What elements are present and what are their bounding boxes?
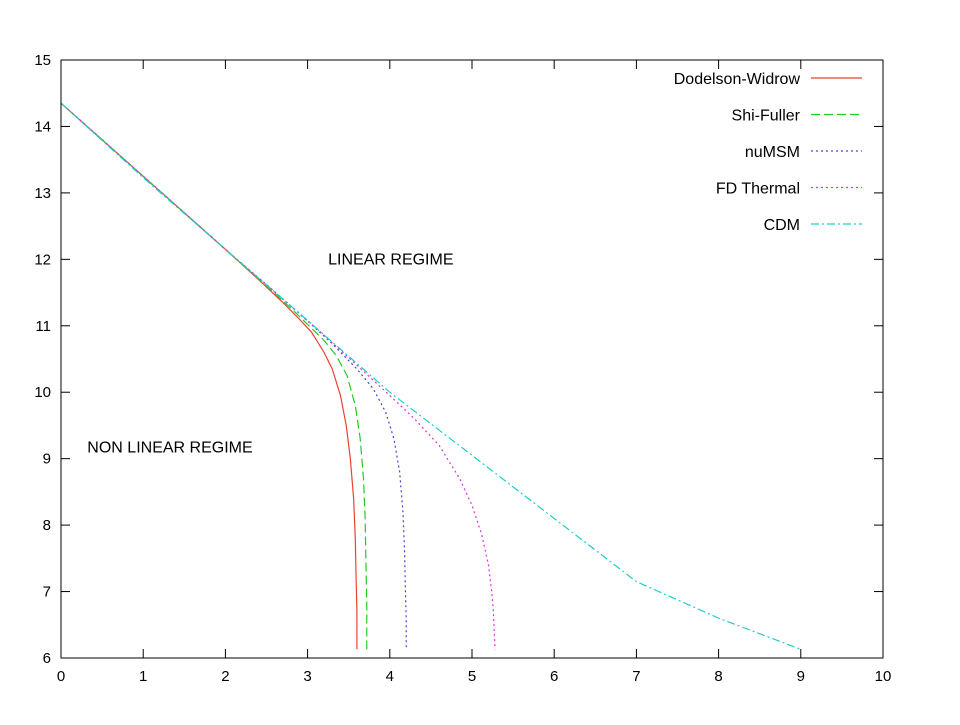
y-tick-label: 10 [34,384,51,401]
y-tick-label: 12 [34,251,51,268]
series-line-3 [60,102,496,650]
y-tick-label: 7 [43,584,51,601]
x-tick-label: 9 [797,668,805,685]
annotation-layer: LINEAR REGIME NON LINEAR REGIME [87,251,453,456]
legend-label: Shi-Fuller [732,108,801,125]
y-tick-label: 8 [43,517,51,534]
x-tick-label: 3 [303,668,311,685]
legend-label: Dodelson-Widrow [674,71,801,88]
series-layer [60,102,802,650]
x-tick-label: 8 [714,668,722,685]
legend: Dodelson-Widrow Shi-Fuller nuMSM FD Thermal… [674,71,862,234]
y-tick-label: 13 [34,185,51,202]
x-tick-label: 10 [875,668,892,685]
y-tick-label: 11 [35,318,51,335]
legend-label: CDM [764,217,800,234]
legend-label: nuMSM [745,144,800,161]
x-tick-label: 0 [57,668,65,685]
y-tick-label: 6 [43,650,51,667]
y-tick-label: 9 [43,451,51,468]
series-line-0 [60,102,358,650]
x-tick-label: 1 [139,668,147,685]
legend-label: FD Thermal [716,181,800,198]
plot-frame [60,59,884,659]
x-tick-label: 5 [468,668,476,685]
y-tick-label: 15 [34,52,51,69]
y-tick-label: 14 [34,118,51,135]
x-tick-label: 7 [632,668,640,685]
x-tick-label: 6 [550,668,558,685]
series-line-2 [60,102,407,650]
annotation-label: LINEAR REGIME [328,251,453,268]
annotation-label: NON LINEAR REGIME [87,439,252,456]
series-line-1 [60,102,368,650]
x-tick-label: 4 [386,668,394,685]
x-tick-label: 2 [221,668,229,685]
series-line-4 [60,102,802,650]
